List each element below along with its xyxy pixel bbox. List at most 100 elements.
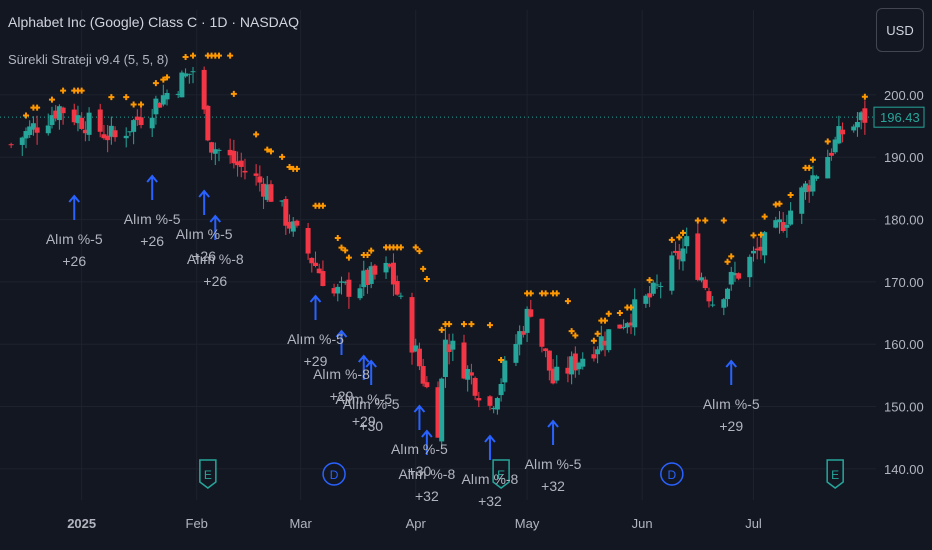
- candle-body: [157, 102, 163, 108]
- signal-marker: [824, 138, 831, 145]
- annotation-value: +29: [329, 388, 354, 404]
- annotation-label: Alım %-5: [342, 396, 400, 412]
- buy-arrow-icon: [357, 354, 370, 380]
- signal-marker: [397, 244, 404, 251]
- indicator-label: Sürekli Strateji v9.4 (5, 5, 8): [8, 52, 169, 67]
- annotation-label: Alım %-5: [391, 441, 448, 457]
- annotation-value: +26: [62, 253, 87, 269]
- buy-annotation: Alım %-5 +30: [391, 438, 448, 482]
- signal-marker: [728, 253, 735, 260]
- signal-marker: [460, 321, 467, 328]
- candle-body: [335, 286, 341, 294]
- buy-annotation: Alım %-8 +29: [313, 363, 370, 407]
- candle-body: [394, 281, 400, 295]
- signal-marker: [572, 332, 579, 339]
- candle-body: [390, 262, 396, 285]
- signal-marker: [267, 148, 274, 155]
- signal-marker: [679, 229, 686, 236]
- annotation-label: Alım %-5: [524, 456, 582, 472]
- candle-body: [238, 160, 244, 167]
- signal-marker: [412, 244, 419, 251]
- signal-marker: [138, 101, 145, 108]
- candle-body: [702, 279, 708, 289]
- chart-title: Alphabet Inc (Google) Class C · 1D · NAS…: [8, 14, 299, 30]
- signal-marker: [668, 236, 675, 243]
- candle-body: [680, 248, 686, 262]
- annotation-label: Alım %-5: [45, 231, 103, 247]
- event-letter: D: [330, 468, 339, 482]
- candle-body: [45, 125, 51, 134]
- candle-body: [216, 149, 222, 151]
- candle-body: [290, 221, 296, 232]
- signal-marker: [342, 247, 349, 254]
- y-tick-label: 150.00: [884, 400, 924, 415]
- annotation-value: +26: [203, 273, 228, 289]
- candle-body: [468, 372, 474, 376]
- candles: [8, 66, 868, 446]
- annotation-label: Alım %-5: [175, 226, 233, 242]
- signal-marker: [468, 321, 475, 328]
- buy-annotation: Alım %-5 +26: [124, 208, 181, 252]
- candle-body: [461, 342, 467, 379]
- candle-body: [342, 281, 348, 283]
- candle-body: [56, 106, 62, 121]
- candle-body: [183, 73, 189, 77]
- candle-body: [699, 277, 705, 281]
- signal-marker: [152, 80, 159, 87]
- signal-marker: [676, 234, 683, 241]
- candle-body: [580, 358, 586, 367]
- earnings-icon: [199, 459, 217, 489]
- currency-button[interactable]: USD: [876, 8, 924, 52]
- candle-body: [658, 286, 664, 288]
- candle-body: [112, 130, 118, 138]
- candle-body: [316, 268, 322, 274]
- candle-body: [528, 309, 534, 317]
- candle-body: [105, 135, 111, 141]
- candle-body: [30, 123, 36, 130]
- candle-body: [825, 157, 831, 179]
- buy-arrow-icon: [547, 419, 559, 445]
- candle-body: [788, 210, 794, 225]
- annotation-value: +32: [478, 493, 502, 509]
- candle-body: [435, 387, 441, 438]
- signal-marker: [720, 217, 727, 224]
- signal-marker: [78, 87, 85, 94]
- signal-marker: [345, 254, 352, 261]
- candle-body: [8, 144, 14, 146]
- y-tick-label: 160.00: [884, 337, 924, 352]
- buy-annotation: Alım %-5 +26: [176, 223, 233, 267]
- candle-body: [164, 92, 170, 100]
- candle-body: [416, 348, 422, 367]
- candle-body: [628, 322, 634, 326]
- annotation-value: +26: [192, 248, 217, 264]
- signal-marker: [446, 321, 453, 328]
- candle-body: [828, 152, 834, 156]
- signal-marker: [861, 93, 868, 100]
- x-tick-label: 2025: [67, 516, 96, 531]
- candle-body: [747, 256, 753, 278]
- buy-annotation: Alım %-5 +29: [287, 328, 344, 372]
- candle-body: [331, 288, 337, 294]
- signal-marker: [216, 52, 222, 59]
- annotation-value: +29: [719, 418, 744, 434]
- candle-body: [810, 175, 816, 192]
- signal-marker: [164, 74, 171, 81]
- candle-body: [309, 257, 315, 264]
- x-tick-label: Feb: [186, 516, 208, 531]
- annotation-label: Alım %-5: [287, 331, 344, 347]
- buy-arrow-icon: [335, 329, 348, 355]
- candle-body: [387, 264, 393, 267]
- candle-body: [546, 350, 552, 371]
- signal-marker: [590, 337, 597, 344]
- candle-body: [439, 378, 445, 442]
- candle-body: [231, 150, 237, 164]
- candle-body: [313, 262, 319, 267]
- candle-body: [235, 161, 241, 166]
- buy-annotation: Alım %-8 +32: [462, 468, 519, 512]
- candle-body: [227, 149, 233, 156]
- candle-body: [569, 356, 575, 375]
- candle-body: [398, 295, 404, 297]
- candle-body: [86, 112, 92, 135]
